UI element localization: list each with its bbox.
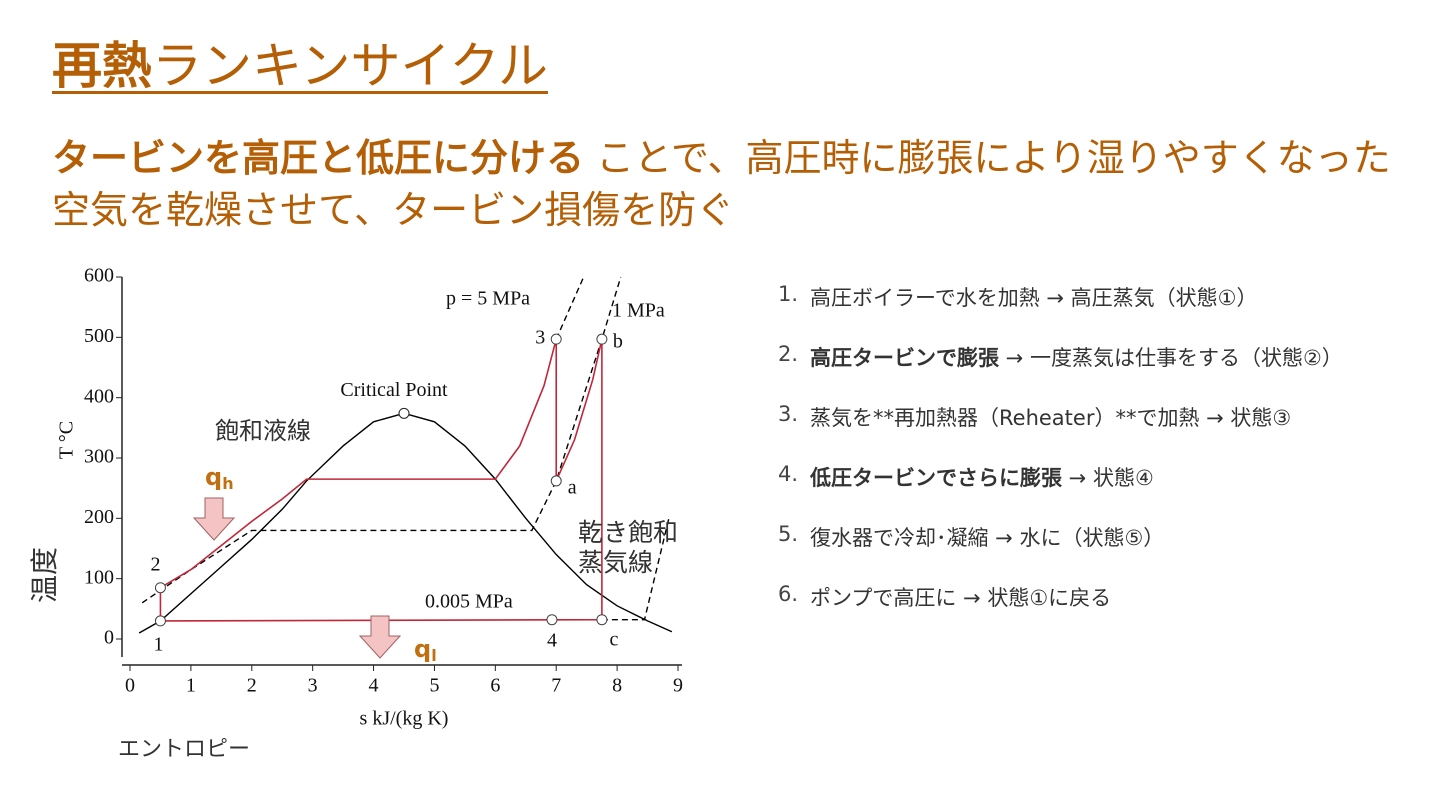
- step-number: 5.: [778, 522, 799, 546]
- y-tick-label: 400: [84, 385, 114, 407]
- subtitle-bold: タービンを高圧と低圧に分ける: [52, 136, 585, 180]
- step-item: 6. ポンプで高圧に → 状態①に戻る: [778, 582, 1343, 642]
- step-bold: 高圧タービンで膨張: [810, 346, 999, 370]
- step-number: 3.: [778, 402, 799, 426]
- x-axis-label-jp: エントロピー: [118, 737, 250, 762]
- state-point-label: c: [609, 628, 618, 650]
- step-item: 3. 蒸気を**再加熱器（Reheater）**で加熱 → 状態③: [778, 402, 1343, 462]
- subtitle-rest: ことで、高圧時に膨張により湿りやすくなった空気を乾燥させて、タービン損傷を防ぐ: [52, 136, 1391, 232]
- cycle-path: [159, 338, 603, 622]
- step-list: 1. 高圧ボイラーで水を加熱 → 高圧蒸気（状態①） 2. 高圧タービンで膨張 → 一…: [778, 282, 1343, 642]
- x-tick-label: 1: [186, 675, 196, 697]
- heat-arrow: [358, 615, 402, 659]
- title-bold: 再熱: [52, 37, 152, 95]
- step-text: → 一度蒸気は仕事をする（状態②）: [999, 346, 1343, 370]
- x-tick-label: 6: [490, 675, 500, 697]
- x-tick-label: 8: [612, 675, 622, 697]
- vapor-line-label: 乾き飽和蒸気線: [578, 518, 679, 577]
- heat-subscript: h: [222, 474, 233, 493]
- y-tick-label: 200: [84, 506, 114, 528]
- state-point-label: b: [613, 331, 623, 353]
- y-tick-label: 0: [104, 627, 114, 649]
- step-item: 4. 低圧タービンでさらに膨張 → 状態④: [778, 462, 1343, 522]
- x-tick-label: 3: [308, 675, 318, 697]
- step-number: 4.: [778, 462, 799, 486]
- state-point: [596, 333, 608, 345]
- state-point-label: 3: [535, 327, 545, 349]
- heat-label: ql: [414, 635, 437, 665]
- state-point: [596, 614, 608, 626]
- step-item: 2. 高圧タービンで膨張 → 一度蒸気は仕事をする（状態②）: [778, 342, 1343, 402]
- x-axis-label: s kJ/(kg K): [360, 708, 449, 730]
- critical-point: [398, 407, 410, 419]
- isobar-line: [601, 518, 670, 621]
- heat-symbol: q: [205, 463, 222, 491]
- step-text: → 状態④: [1062, 466, 1154, 490]
- y-tick-label: 300: [84, 446, 114, 468]
- heat-symbol: q: [414, 635, 431, 663]
- state-point-label: 1: [153, 633, 163, 655]
- x-tick-label: 9: [673, 675, 683, 697]
- step-text: 蒸気を**再加熱器（Reheater）**で加熱 → 状態③: [810, 406, 1292, 430]
- y-tick-label: 100: [84, 566, 114, 588]
- heat-subscript: l: [431, 646, 436, 665]
- x-tick-label: 2: [247, 675, 257, 697]
- state-point-label: 4: [547, 629, 557, 651]
- state-point: [550, 333, 562, 345]
- x-tick-label: 0: [125, 675, 135, 697]
- step-bold: 低圧タービンでさらに膨張: [810, 466, 1062, 490]
- step-text: 復水器で冷却･凝縮 → 水に（状態⑤）: [810, 526, 1165, 550]
- subtitle: タービンを高圧と低圧に分ける ことで、高圧時に膨張により湿りやすくなった空気を乾…: [52, 132, 1412, 236]
- step-item: 1. 高圧ボイラーで水を加熱 → 高圧蒸気（状態①）: [778, 282, 1343, 342]
- step-text: ポンプで高圧に → 状態①に戻る: [810, 586, 1112, 610]
- state-point-label: 2: [150, 553, 160, 575]
- isobar-label: 0.005 MPa: [425, 591, 513, 613]
- y-axis-label-jp: 温度: [28, 547, 61, 603]
- state-point: [546, 614, 558, 626]
- title-rest: ランキンサイクル: [152, 37, 548, 95]
- y-tick-label: 600: [84, 265, 114, 287]
- saturation-curve: [138, 412, 405, 634]
- heat-label: qh: [205, 463, 234, 493]
- state-point: [154, 615, 166, 627]
- liquid-line-label: 飽和液線: [215, 417, 311, 445]
- x-tick-label: 5: [429, 675, 439, 697]
- step-number: 1.: [778, 282, 799, 306]
- y-tick-label: 500: [84, 325, 114, 347]
- state-point: [550, 475, 562, 487]
- critical-point-label: Critical Point: [340, 379, 448, 401]
- step-text: 高圧ボイラーで水を加熱 → 高圧蒸気（状態①）: [810, 286, 1258, 310]
- state-point-label: a: [568, 477, 577, 499]
- slide-title: 再熱ランキンサイクル: [52, 26, 548, 98]
- y-axis-label: T °C: [56, 421, 78, 459]
- isobar-line: [141, 276, 622, 604]
- saturation-curve: [403, 412, 673, 633]
- isobar-label: p = 5 MPa: [446, 288, 530, 310]
- x-tick-label: 7: [551, 675, 561, 697]
- x-tick-label: 4: [369, 675, 379, 697]
- heat-arrow: [192, 497, 236, 541]
- state-point: [154, 582, 166, 594]
- step-number: 6.: [778, 582, 799, 606]
- step-number: 2.: [778, 342, 799, 366]
- step-item: 5. 復水器で冷却･凝縮 → 水に（状態⑤）: [778, 522, 1343, 582]
- isobar-label: 1 MPa: [612, 300, 665, 322]
- isobar-line: [555, 276, 585, 340]
